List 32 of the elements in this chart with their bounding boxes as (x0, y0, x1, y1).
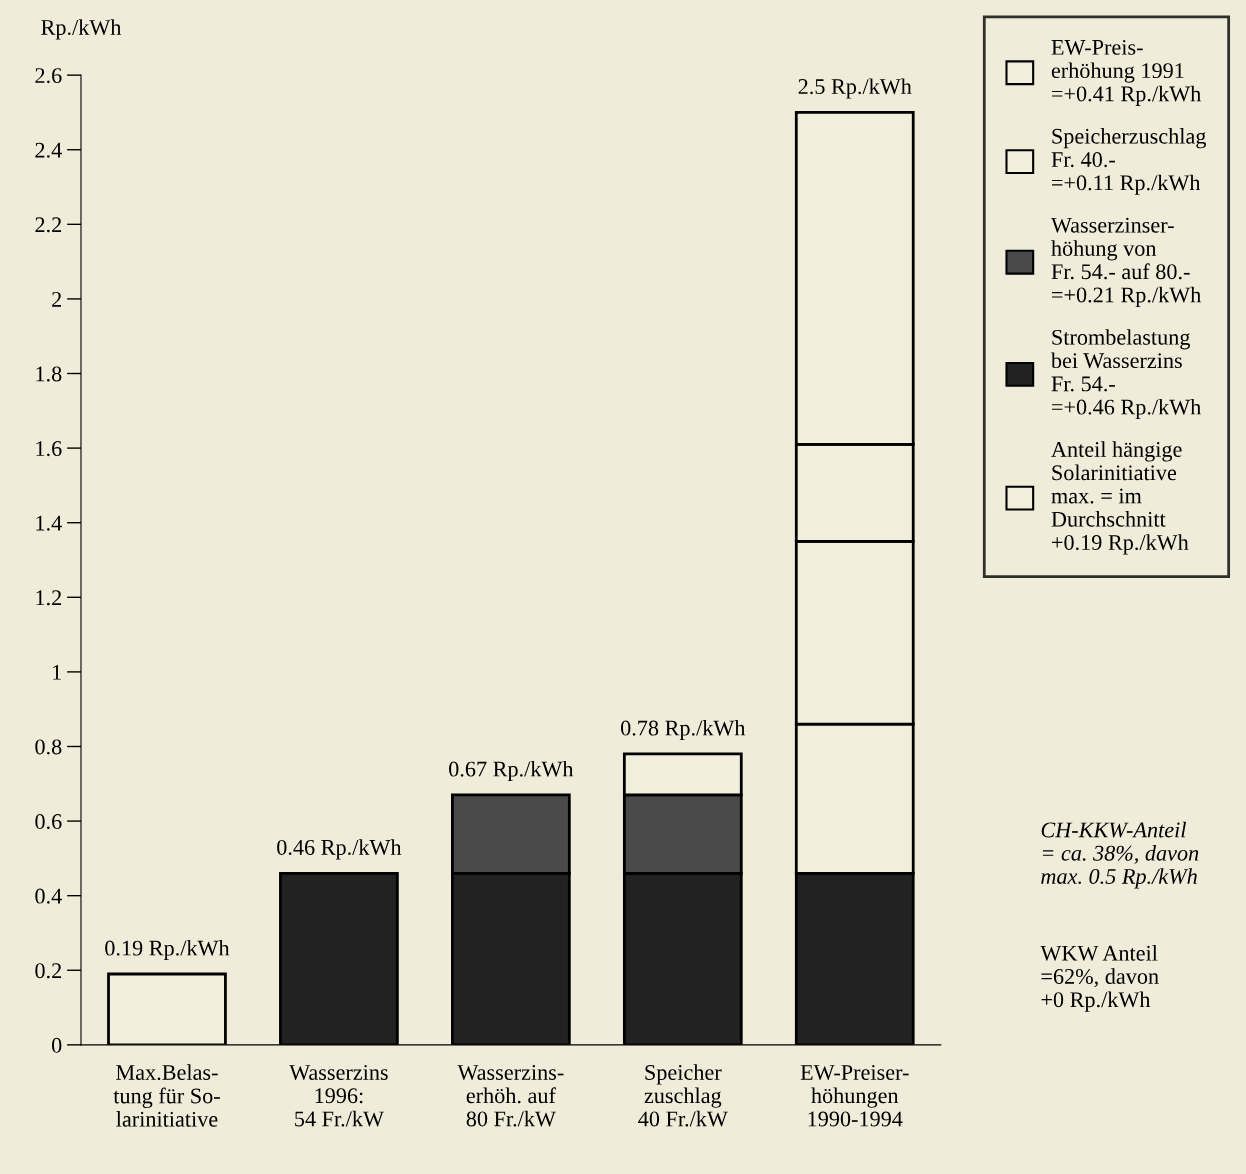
y-tick-label: 2.4 (35, 142, 62, 158)
y-tick-label: 2.6 (35, 68, 62, 84)
total-label: 0.46 Rp./kWh (277, 839, 402, 860)
x-tick-label: Max.Belas- tung für So- larinitiative (113, 1064, 220, 1127)
total-label: 0.19 Rp./kWh (105, 939, 230, 961)
y-tick-label: 1.2 (36, 590, 62, 606)
text: CH-KKW-Anteil = ca. 38%, davon max. 0.5 Rp./kWh (1041, 821, 1199, 889)
x-tick-label: EW-Preiser- höhungen 1990-1994 (800, 1065, 909, 1127)
legend-label: Strombelastung bei Wasserzins Fr. 54.- =+0.46 Rp./kWh (1050, 329, 1202, 420)
x-tick-label: Wasserzins- erhöh. auf 80 Fr./kW (457, 1065, 564, 1127)
y-tick-label: 2 (52, 291, 62, 307)
y-tick-label: 2.2 (35, 217, 62, 233)
legend-label: Wasserzinser- höhung von Fr. 54.- auf 80.- =+0.21 Rp./kWh (1050, 217, 1202, 307)
y-tick-label: 1.4 (36, 515, 62, 531)
y-tick-label: 1.8 (36, 366, 62, 382)
x-tick-label: Speicher zuschlag 40 Fr./kW (638, 1064, 728, 1127)
y-axis-title: Rp./kWh (41, 19, 122, 40)
y-tick-label: 1.6 (36, 441, 62, 457)
y-tick-label: 0.6 (35, 814, 62, 830)
y-tick-label: 0 (51, 1037, 62, 1053)
y-tick-label: 0.4 (35, 888, 62, 904)
y-tick-label: 1 (53, 664, 61, 680)
y-tick-label: 0.8 (35, 739, 62, 755)
x-tick-label: Wasserzins 1996: 54 Fr./kW (289, 1065, 388, 1127)
total-label: 0.78 Rp./kWh (621, 719, 746, 741)
legend-label: Anteil hängige Solarinitiative max. = im Durchschnitt +0.19 Rp./kWh (1051, 441, 1189, 555)
legend-label: Speicherzuschlag Fr. 40.- =+0.11 Rp./kWh (1051, 128, 1207, 195)
total-label: 0.67 Rp./kWh (449, 760, 574, 782)
legend-label: EW-Preis- erhöhung 1991 =+0.41 Rp./kWh (1051, 39, 1202, 106)
text: WKW Anteil =62%, davon +0 Rp./kWh (1040, 945, 1159, 1012)
total-label: 2.5 Rp./kWh (798, 78, 912, 99)
y-tick-label: 0.2 (35, 963, 62, 979)
